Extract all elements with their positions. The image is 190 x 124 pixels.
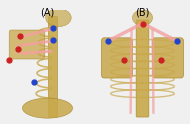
Ellipse shape xyxy=(46,9,71,27)
FancyBboxPatch shape xyxy=(136,20,149,117)
Ellipse shape xyxy=(22,98,73,118)
FancyBboxPatch shape xyxy=(9,30,45,59)
FancyBboxPatch shape xyxy=(101,38,132,78)
FancyBboxPatch shape xyxy=(48,17,58,117)
FancyBboxPatch shape xyxy=(153,38,184,78)
Text: (B): (B) xyxy=(135,7,150,17)
Text: (A): (A) xyxy=(40,7,55,17)
Ellipse shape xyxy=(132,10,153,26)
